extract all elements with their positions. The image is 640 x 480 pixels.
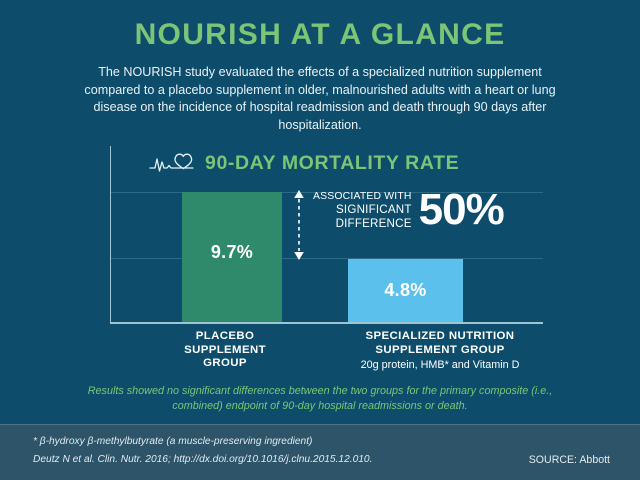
study-description: The NOURISH study evaluated the effects …: [84, 65, 556, 132]
page-title: NOURISH AT A GLANCE: [134, 18, 506, 51]
cat-placebo-line-1: PLACEBO: [195, 330, 255, 342]
gridline-mid: [110, 258, 543, 259]
difference-arrow-icon: [292, 188, 306, 267]
category-label-placebo: PLACEBO SUPPLEMENT GROUP: [80, 330, 370, 371]
source-attribution: SOURCE: Abbott: [528, 454, 610, 466]
callout-line-3: DIFFERENCE: [335, 216, 412, 230]
bar-specialized-nutrition-supplement-group: 4.8%: [348, 259, 463, 322]
gridline-top: [110, 192, 543, 193]
category-label-specialized: SPECIALIZED NUTRITION SUPPLEMENT GROUP 2…: [295, 330, 585, 372]
y-axis-line: [110, 146, 111, 324]
cat-specialized-line-2: SUPPLEMENT GROUP: [375, 343, 505, 356]
chart-heading: 90-DAY MORTALITY RATE: [148, 148, 459, 179]
results-note: Results showed no significant difference…: [87, 385, 553, 412]
callout-line-1: ASSOCIATED WITH: [313, 191, 412, 202]
x-axis-baseline: [110, 322, 543, 324]
cat-specialized-sublabel: 20g protein, HMB* and Vitamin D: [360, 359, 520, 372]
bar-placebo-supplement-group: 9.7%: [182, 192, 282, 322]
bar-value-placebo: 9.7%: [210, 242, 254, 262]
cat-specialized-line-1: SPECIALIZED NUTRITION: [365, 330, 515, 342]
cat-placebo-line-2: SUPPLEMENT: [184, 343, 266, 356]
callout-value: 50%: [418, 185, 505, 235]
callout-label-lines: ASSOCIATED WITH SIGNIFICANT DIFFERENCE: [313, 190, 412, 230]
ekg-heart-icon: [148, 148, 196, 179]
chart-title: 90-DAY MORTALITY RATE: [205, 152, 460, 174]
bar-value-specialized: 4.8%: [384, 280, 427, 300]
citation: Deutz N et al. Clin. Nutr. 2016; http://…: [33, 454, 373, 465]
footnote-hmb: * β-hydroxy β-methylbutyrate (a muscle-p…: [33, 436, 313, 447]
callout-line-2: SIGNIFICANT: [336, 203, 412, 217]
chart-panel: 90-DAY MORTALITY RATE 9.7% 4.8% ASSOCIAT…: [0, 146, 640, 412]
footer: * β-hydroxy β-methylbutyrate (a muscle-p…: [0, 424, 640, 480]
significant-difference-callout: ASSOCIATED WITH SIGNIFICANT DIFFERENCE 5…: [313, 185, 505, 235]
cat-placebo-line-3: GROUP: [203, 357, 247, 370]
